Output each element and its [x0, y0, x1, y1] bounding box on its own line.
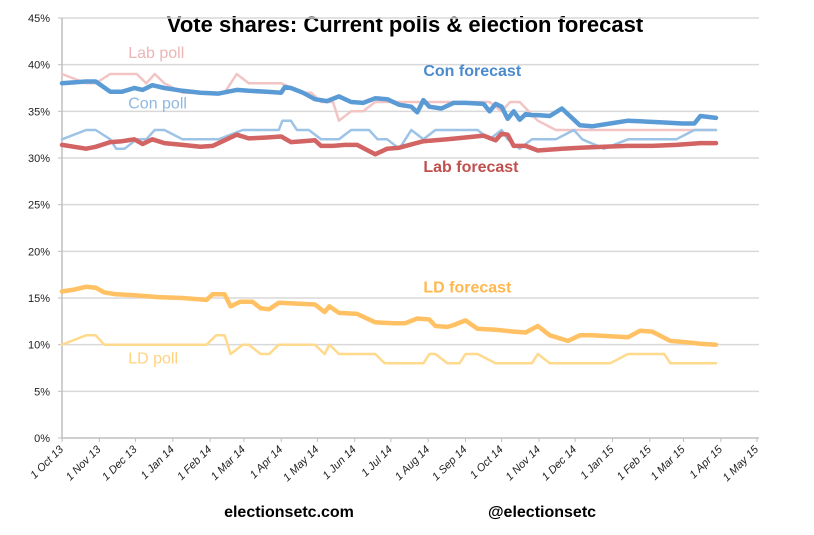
x-tick-label: 1 Jul 14 — [359, 444, 395, 480]
y-tick-label: 5% — [34, 386, 50, 398]
series-line-lab-forecast — [59, 131, 719, 157]
y-tick-label: 20% — [28, 246, 50, 258]
x-tick-label: 1 Mar 14 — [209, 444, 248, 483]
x-tick-label: 1 Mar 15 — [648, 443, 688, 483]
x-tick-label: 1 Nov 13 — [64, 443, 104, 483]
series-labels: Lab poll Con forecast Con poll Lab forecast… — [128, 45, 522, 367]
footer-website: electionsetc.com — [224, 504, 354, 521]
x-tick-label: 1 Sep 14 — [430, 444, 470, 484]
series-line-lab-poll — [60, 72, 718, 132]
y-axis-ticks: 0% 5% 10% 15% 20% 25% 30% 35% 40% 45% — [28, 13, 62, 445]
chart-title: Vote shares: Current polls & election fo… — [167, 12, 644, 37]
series-lines — [59, 72, 719, 365]
label-lab-forecast: Lab forecast — [423, 159, 519, 176]
label-con-poll: Con poll — [128, 96, 187, 113]
x-tick-label: 1 Nov 14 — [503, 444, 543, 484]
label-ld-poll: LD poll — [128, 350, 178, 367]
x-tick-label: 1 Dec 13 — [100, 443, 140, 483]
x-tick-label: 1 Jan 15 — [578, 443, 617, 482]
x-tick-label: 1 Aug 14 — [393, 444, 432, 483]
x-axis-ticks: 1 Oct 131 Nov 131 Dec 13 1 Jan 141 Feb 14… — [28, 438, 762, 484]
x-tick-label: 1 Feb 15 — [615, 443, 655, 483]
label-lab-poll: Lab poll — [128, 45, 184, 62]
series-line-ld-poll — [60, 334, 718, 365]
footer-handle: @electionsetc — [488, 504, 596, 521]
x-tick-label: 1 May 15 — [721, 443, 762, 484]
x-tick-label: 1 Oct 14 — [468, 444, 506, 482]
series-line-con-poll — [60, 119, 718, 150]
x-tick-label: 1 May 14 — [281, 444, 321, 484]
x-tick-label: 1 Jun 14 — [320, 444, 358, 482]
y-tick-label: 35% — [28, 106, 50, 118]
x-tick-label: 1 Feb 14 — [175, 444, 214, 483]
y-tick-label: 30% — [28, 153, 50, 165]
gridlines — [62, 17, 759, 393]
y-tick-label: 15% — [28, 293, 50, 305]
series-line-ld-forecast — [59, 284, 719, 347]
y-tick-label: 45% — [28, 13, 50, 25]
series-line-con-forecast — [59, 79, 719, 129]
y-tick-label: 25% — [28, 200, 50, 212]
y-tick-label: 40% — [28, 60, 50, 72]
x-tick-label: 1 Dec 14 — [540, 444, 580, 484]
y-tick-label: 0% — [34, 433, 50, 445]
x-tick-label: 1 Oct 13 — [28, 443, 67, 482]
y-tick-label: 10% — [28, 340, 50, 352]
x-tick-label: 1 Jan 14 — [139, 444, 177, 482]
axes — [61, 18, 759, 439]
label-con-forecast: Con forecast — [423, 63, 521, 80]
label-ld-forecast: LD forecast — [423, 279, 512, 296]
